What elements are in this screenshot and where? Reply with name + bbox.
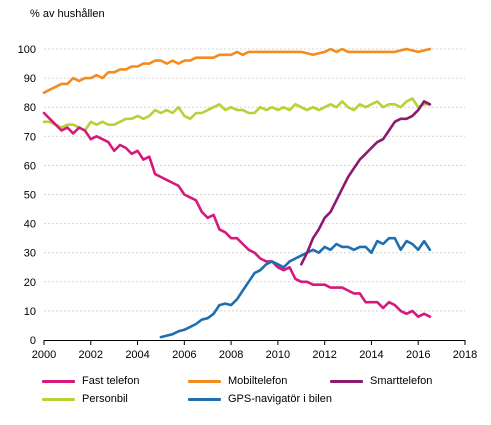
legend-label-fast-telefon: Fast telefon [82,375,140,387]
legend-swatch-personbil [42,397,75,401]
x-tick-label-2012: 2012 [312,349,336,361]
y-tick-label-50: 50 [24,190,36,202]
x-tick-label-2016: 2016 [406,349,430,361]
legend: Fast telefon Mobiltelefon Smarttelefon P… [0,368,491,418]
legend-label-smarttelefon: Smarttelefon [370,375,433,387]
legend-item-smarttelefon: Smarttelefon [330,373,432,389]
x-tick-label-2004: 2004 [125,349,149,361]
y-tick-label-40: 40 [24,219,36,231]
legend-label-gps-navigator: GPS-navigatör i bilen [228,393,332,405]
x-tick-label-2010: 2010 [266,349,290,361]
x-tick-label-2014: 2014 [359,349,383,361]
y-axis-title: % av hushållen [30,8,105,20]
y-tick-label-20: 20 [24,277,36,289]
series-lines [42,47,432,339]
y-axis-ticks: 0 10 20 30 40 50 60 70 80 90 100 [18,44,36,347]
x-tick-label-2018: 2018 [453,349,477,361]
x-tick-label-2006: 2006 [172,349,196,361]
series-line-smarttelefon [299,100,432,266]
legend-swatch-mobiltelefon [188,379,221,383]
y-tick-label-100: 100 [18,44,36,56]
legend-swatch-gps-navigator [188,397,221,401]
legend-item-fast-telefon: Fast telefon [42,373,139,389]
y-tick-label-90: 90 [24,73,36,85]
y-tick-label-70: 70 [24,131,36,143]
legend-swatch-fast-telefon [42,379,75,383]
legend-swatch-smarttelefon [330,379,363,383]
legend-item-personbil: Personbil [42,391,128,407]
series-line-mobiltelefon [42,47,432,94]
y-tick-label-10: 10 [24,306,36,318]
x-tick-label-2000: 2000 [32,349,56,361]
legend-label-mobiltelefon: Mobiltelefon [228,375,288,387]
y-tick-label-30: 30 [24,248,36,260]
gridlines [44,48,465,312]
x-tick-label-2002: 2002 [79,349,103,361]
y-tick-label-0: 0 [30,335,36,347]
series-line-fast-telefon [42,111,432,319]
y-tick-label-80: 80 [24,102,36,114]
x-tick-label-2008: 2008 [219,349,243,361]
series-line-personbil [42,97,432,132]
legend-item-gps-navigator: GPS-navigatör i bilen [188,391,332,407]
legend-item-mobiltelefon: Mobiltelefon [188,373,287,389]
legend-label-personbil: Personbil [82,393,128,405]
series-line-gps-navigat-r-i-bilen [159,236,432,339]
y-tick-label-60: 60 [24,160,36,172]
x-axis: 2000 2002 2004 2006 2008 2010 2012 2014 2016 2018 [32,340,477,361]
